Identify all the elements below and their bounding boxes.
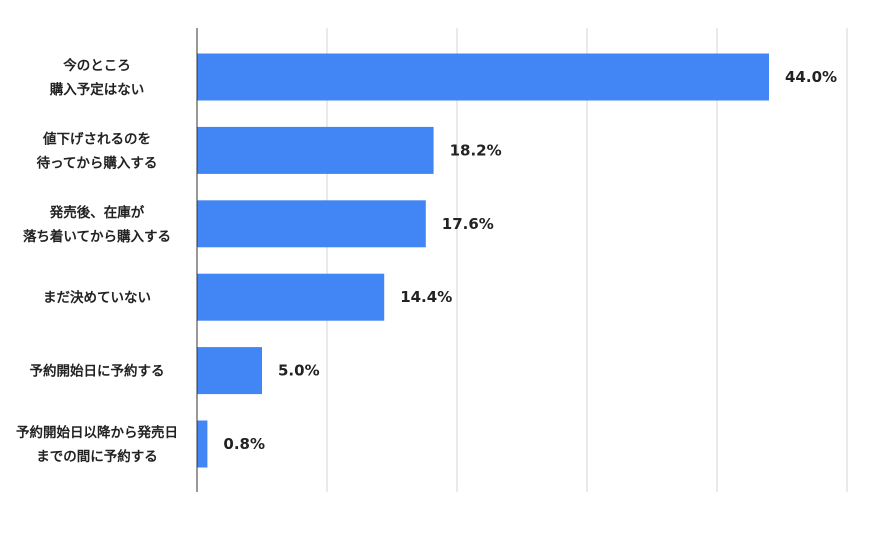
category-label: 待ってから購入する xyxy=(37,154,158,171)
data-label: 14.4% xyxy=(400,288,452,306)
category-label: 購入予定はない xyxy=(49,81,145,98)
data-label: 18.2% xyxy=(450,141,502,159)
category-label: まだ決めていない xyxy=(43,289,151,306)
bar xyxy=(197,53,769,101)
bar xyxy=(197,420,208,468)
category-label: 発売後、在庫が xyxy=(49,204,145,221)
category-label: 落ち着いてから購入する xyxy=(23,228,171,245)
category-label: 今のところ xyxy=(63,57,131,74)
bar xyxy=(197,273,385,321)
bar xyxy=(197,200,426,248)
category-label: 予約開始日以降から発売日 xyxy=(16,424,178,441)
bar xyxy=(197,126,434,174)
bar xyxy=(197,347,262,395)
data-label: 17.6% xyxy=(442,215,494,233)
data-label: 44.0% xyxy=(785,68,837,86)
category-label: 予約開始日に予約する xyxy=(30,363,165,380)
category-label: 値下げされるのを xyxy=(42,130,151,147)
category-label: までの間に予約する xyxy=(36,448,158,465)
data-label: 5.0% xyxy=(278,362,320,380)
data-label: 0.8% xyxy=(223,435,265,453)
